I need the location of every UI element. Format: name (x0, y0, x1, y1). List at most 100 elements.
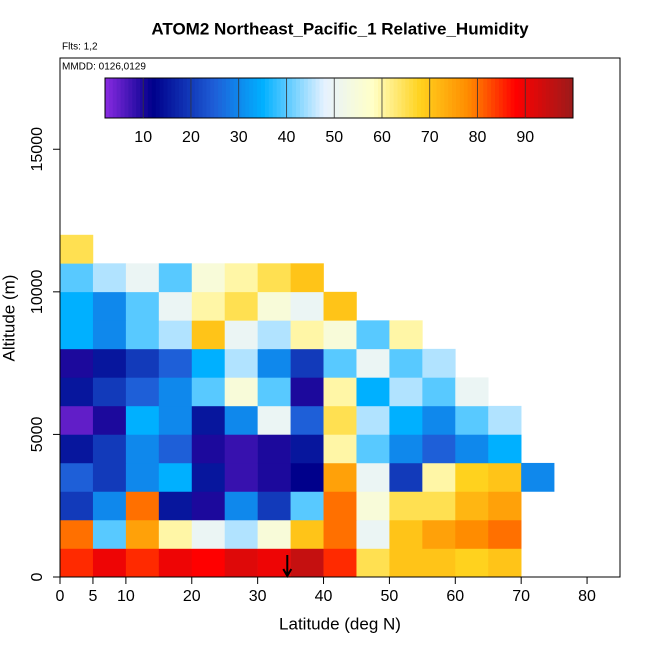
heatmap-cell (257, 462, 291, 492)
heatmap-cell (60, 234, 94, 264)
colorbar-segment (202, 78, 207, 118)
colorbar-segment (214, 78, 219, 118)
heatmap-cell (60, 548, 94, 578)
colorbar-segment (467, 78, 473, 118)
heatmap-cell (224, 519, 258, 549)
heatmap-cell (488, 405, 522, 435)
heatmap-cell (455, 405, 489, 435)
heatmap-cell (191, 377, 226, 407)
heatmap-cell (455, 462, 489, 492)
colorbar-segment (463, 78, 469, 118)
colorbar-segment (233, 78, 239, 118)
colorbar-segment (370, 78, 375, 118)
colorbar-segment (436, 78, 441, 118)
heatmap-cell (356, 348, 390, 378)
heatmap-cell (224, 491, 258, 521)
heatmap-cell (422, 491, 456, 521)
colorbar-tick-label: 10 (134, 129, 152, 146)
colorbar-segment (456, 78, 461, 118)
heatmap-cell (92, 348, 127, 378)
colorbar-segment (545, 78, 551, 118)
heatmap-cell (422, 434, 456, 464)
colorbar-segment (116, 78, 122, 118)
chart-title: ATOM2 Northeast_Pacific_1 Relative_Humid… (151, 19, 529, 38)
colorbar-segment (241, 78, 246, 118)
colorbar-segment (288, 78, 293, 118)
heatmap-cell (125, 348, 160, 378)
colorbar-segment (147, 78, 153, 118)
colorbar-segment (350, 78, 356, 118)
heatmap-cell (224, 320, 258, 350)
heatmap-cell (455, 548, 489, 578)
heatmap-cell (191, 320, 226, 350)
x-tick-label: 60 (446, 588, 464, 605)
colorbar-segment (163, 78, 168, 118)
heatmap-cell (455, 377, 489, 407)
heatmap-cell (60, 491, 94, 521)
heatmap-cell (257, 377, 291, 407)
colorbar-segment (358, 78, 363, 118)
heatmap-cell (356, 462, 390, 492)
colorbar-segment (229, 78, 235, 118)
heatmap-cell (224, 548, 258, 578)
heatmap-cell (257, 491, 291, 521)
colorbar-segment (311, 78, 317, 118)
colorbar-segment (409, 78, 414, 118)
colorbar-segment (327, 78, 332, 118)
colorbar-segment (171, 78, 176, 118)
heatmap-cell (389, 320, 423, 350)
colorbar-segment (514, 78, 519, 118)
colorbar-segment (128, 78, 133, 118)
heatmap-cell (389, 462, 423, 492)
heatmap-cell (389, 491, 423, 521)
heatmap-cell (389, 405, 423, 435)
heatmap-cell (92, 519, 127, 549)
colorbar-segment (487, 78, 492, 118)
y-tick-label: 15000 (29, 127, 46, 172)
heatmap-cell (323, 291, 357, 321)
colorbar-segment (526, 78, 531, 118)
colorbar-segment (483, 78, 488, 118)
colorbar-segment (362, 78, 367, 118)
colorbar-segment (491, 78, 496, 118)
colorbar-segment (249, 78, 254, 118)
heatmap-cell (125, 491, 160, 521)
heatmap-cell (224, 291, 258, 321)
colorbar-segment (167, 78, 172, 118)
heatmap-cell (323, 405, 357, 435)
heatmap-cell (60, 462, 94, 492)
heatmap-cell (92, 462, 127, 492)
colorbar-segment (319, 78, 324, 118)
heatmap-cell (356, 320, 390, 350)
colorbar-segment (222, 78, 227, 118)
colorbar-segment (553, 78, 558, 118)
colorbar-segment (498, 78, 504, 118)
colorbar-segment (218, 78, 223, 118)
heatmap-cell (290, 348, 324, 378)
heatmap-cell (224, 434, 258, 464)
heatmap-cell (60, 291, 94, 321)
heatmap-cell (158, 291, 193, 321)
heatmap-cell (191, 519, 226, 549)
heatmap-cell (92, 320, 127, 350)
heatmap-cell (356, 548, 390, 578)
heatmap-cell (60, 519, 94, 549)
colorbar-segment (417, 78, 422, 118)
colorbar-segment (561, 78, 566, 118)
colorbar-segment (186, 78, 192, 118)
heatmap-cell (92, 548, 127, 578)
colorbar-tick-label: 20 (182, 129, 200, 146)
heatmap-cell (158, 548, 193, 578)
colorbar-segment (120, 78, 125, 118)
colorbar-segment (303, 78, 309, 118)
colorbar-segment (300, 78, 305, 118)
colorbar-segment (194, 78, 200, 118)
heatmap-cell (422, 348, 456, 378)
colorbar-segment (440, 78, 445, 118)
colorbar-segment (136, 78, 141, 118)
colorbar-segment (175, 78, 180, 118)
heatmap-cell (60, 348, 94, 378)
colorbar-segment (280, 78, 285, 118)
colorbar-segment (335, 78, 340, 118)
heatmap-cell (92, 291, 127, 321)
